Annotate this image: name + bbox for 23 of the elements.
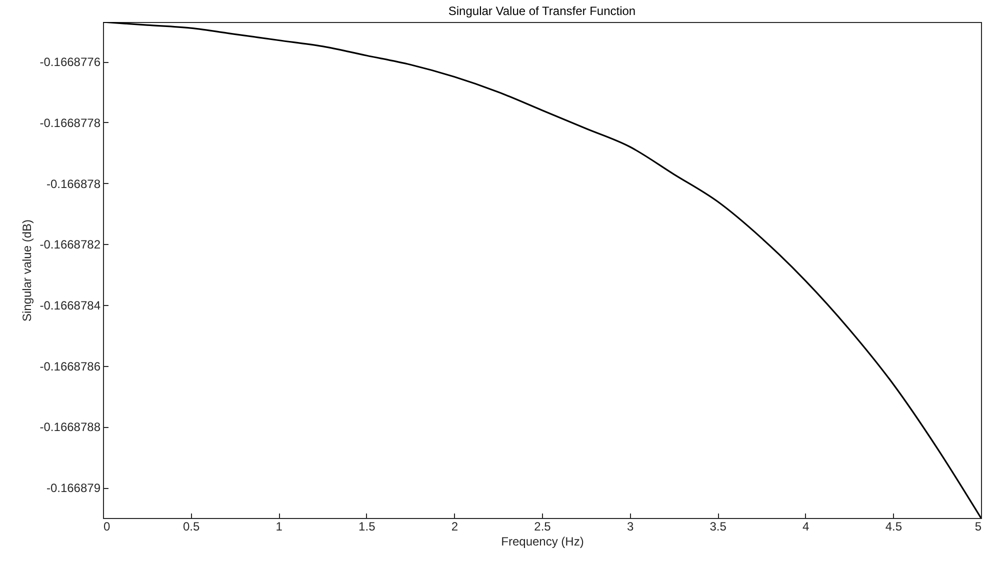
y-tick-label: -0.1668788 bbox=[40, 420, 101, 434]
x-tick-label: 4 bbox=[802, 520, 810, 534]
x-tick-label: 3.5 bbox=[710, 520, 727, 534]
y-tick-label: -0.1668778 bbox=[40, 116, 101, 130]
x-tick-label: 0 bbox=[104, 520, 110, 534]
x-tick-label: 4.5 bbox=[885, 520, 902, 534]
chart-title: Singular Value of Transfer Function bbox=[448, 4, 636, 18]
x-tick-label: 2 bbox=[451, 520, 458, 534]
y-tick-label: -0.1668784 bbox=[40, 298, 101, 312]
y-tick-label: -0.1668782 bbox=[40, 238, 101, 252]
x-tick-label: 2.5 bbox=[534, 520, 552, 534]
y-tick-label: -0.1668776 bbox=[40, 55, 101, 70]
y-tick-label: -0.166879 bbox=[46, 481, 101, 496]
x-tick-label: 0.5 bbox=[182, 520, 200, 534]
y-axis-title: Singular value (dB) bbox=[20, 219, 34, 322]
line-series bbox=[103, 22, 981, 518]
x-axis-title: Frequency (Hz) bbox=[501, 534, 584, 548]
y-tick-label: -0.166878 bbox=[46, 176, 101, 191]
x-tick-label: 1 bbox=[276, 520, 283, 534]
y-tick-label: -0.1668786 bbox=[40, 359, 101, 374]
x-tick-label: 5 bbox=[974, 520, 982, 534]
x-tick-label: 3 bbox=[626, 520, 634, 534]
x-tick-label: 1.5 bbox=[358, 520, 376, 534]
